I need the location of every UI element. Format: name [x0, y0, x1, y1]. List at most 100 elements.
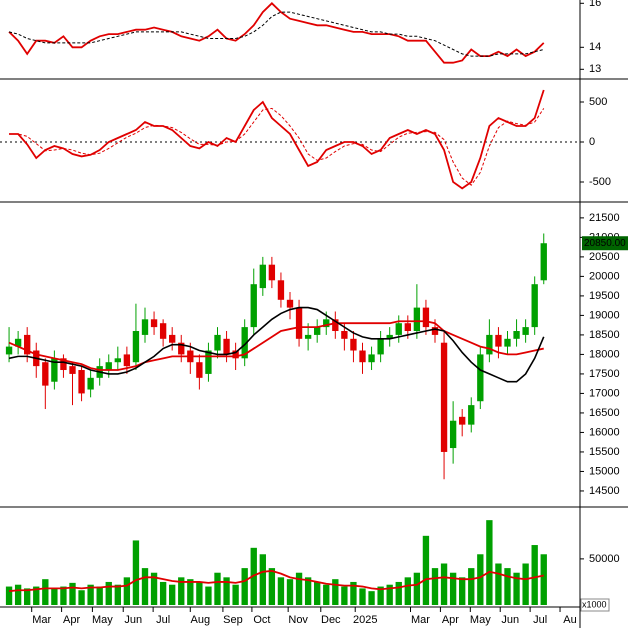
y-tick-label: 17500 — [589, 368, 620, 380]
volume-bar — [268, 568, 276, 605]
candle-body — [513, 331, 520, 339]
candle-body — [114, 358, 121, 363]
y-tick-label: 19000 — [589, 309, 620, 321]
y-tick-label: 20500 — [589, 251, 620, 263]
y-tick-label: 14500 — [589, 485, 620, 497]
candle-body — [422, 307, 430, 328]
candle-body — [178, 342, 185, 355]
volume-bar — [377, 586, 384, 605]
x-tick-label: May — [92, 614, 113, 626]
volume-bar — [5, 586, 13, 605]
candle-body — [477, 354, 484, 402]
last-price-label: 20850.00 — [584, 238, 626, 249]
y-tick-label: 15000 — [589, 465, 620, 477]
volume-bar — [178, 577, 185, 605]
candle-body — [223, 338, 230, 355]
volume-bar — [259, 554, 266, 605]
candle-body — [250, 284, 257, 328]
candle-body — [169, 334, 176, 343]
line-series — [8, 2, 545, 64]
volume-bar — [24, 588, 31, 605]
volume-bar — [350, 581, 357, 605]
candle-body — [449, 420, 457, 449]
last-price-box — [582, 236, 628, 251]
volume-bar — [341, 586, 348, 605]
candle-body — [286, 299, 294, 308]
candle-body — [232, 350, 239, 359]
x-tick-label: Mar — [411, 614, 430, 626]
volume-bar — [332, 579, 339, 605]
candle-body — [141, 319, 149, 335]
x-tick-label: Dec — [321, 614, 341, 626]
plot-area — [8, 2, 545, 64]
line-series — [8, 569, 544, 593]
volume-bar — [449, 572, 457, 605]
y-tick-label: 17000 — [589, 387, 620, 399]
candle-body — [123, 354, 131, 367]
candle-body — [259, 264, 266, 289]
candle-body — [386, 334, 393, 339]
y-tick-label: 14 — [589, 41, 601, 53]
volume-bar — [404, 577, 411, 605]
y-tick-label: 500 — [589, 96, 607, 108]
volume-bar — [277, 577, 285, 605]
x-tick-label: Jul — [533, 614, 547, 626]
x-tick-label: Sep — [223, 614, 243, 626]
volume-bar — [14, 584, 22, 605]
candle-body — [14, 338, 22, 347]
candle-body — [51, 358, 58, 382]
x-tick-label: May — [470, 614, 491, 626]
candle-body — [531, 284, 538, 328]
plot-area — [5, 520, 547, 605]
volume-bar — [187, 579, 194, 605]
candle-body — [241, 327, 248, 359]
x-tick-label: Mar — [32, 614, 51, 626]
y-tick-label: -500 — [589, 176, 611, 188]
y-tick-label: 21500 — [589, 212, 620, 224]
x-tick-label: Nov — [288, 614, 308, 626]
volume-bar — [105, 581, 112, 605]
candle-body — [277, 280, 285, 300]
candle-body — [205, 350, 212, 374]
volume-bar — [132, 540, 140, 605]
candle-body — [522, 327, 529, 335]
volume-bar — [42, 579, 49, 605]
volume-bar — [486, 520, 493, 605]
volume-bar — [431, 568, 439, 605]
x-tick-label: Aug — [190, 614, 210, 626]
volume-bar — [232, 584, 239, 605]
volume-bar — [504, 568, 511, 605]
candle-body — [459, 416, 466, 425]
volume-bar — [314, 581, 321, 605]
volume-bar — [150, 572, 158, 605]
volume-bar — [241, 568, 248, 605]
unit-box — [580, 598, 610, 612]
y-tick-label: 18000 — [589, 348, 620, 360]
x-tick-label: Apr — [442, 614, 459, 626]
candle-body — [42, 362, 49, 386]
line-series — [8, 320, 544, 371]
volume-bar — [304, 577, 312, 605]
x-tick-label: Jul — [156, 614, 170, 626]
volume-bar — [159, 581, 167, 605]
volume-bar — [440, 563, 448, 605]
volume-bar — [223, 577, 230, 605]
candle-body — [404, 323, 411, 332]
candle-body — [304, 334, 312, 339]
y-tick-label: 20000 — [589, 270, 620, 282]
y-tick-label: 18500 — [589, 329, 620, 341]
candle-body — [377, 338, 384, 355]
volume-bar — [205, 586, 212, 605]
candle-body — [150, 319, 158, 328]
volume-bar — [495, 563, 502, 605]
volume-bar — [323, 584, 330, 605]
volume-bar — [169, 584, 176, 605]
volume-bar — [123, 577, 131, 605]
candle-body — [540, 243, 547, 281]
candle-body — [105, 362, 112, 371]
plot-area — [5, 233, 547, 480]
candle-body — [323, 319, 330, 328]
candle-body — [87, 377, 94, 390]
plot-area — [0, 89, 580, 190]
